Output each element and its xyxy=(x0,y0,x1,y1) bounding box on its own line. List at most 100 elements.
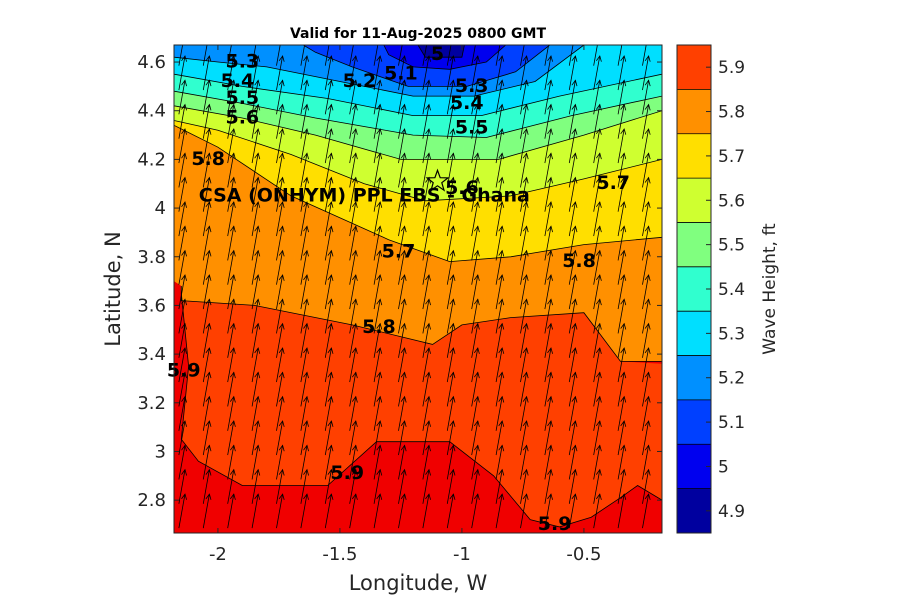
wave-arrow xyxy=(520,347,529,383)
wave-arrow xyxy=(544,371,553,407)
wave-arrow xyxy=(642,249,651,285)
wave-arrow xyxy=(617,55,627,91)
wave-arrow xyxy=(373,152,383,188)
wave-arrow xyxy=(202,274,212,310)
wave-arrow xyxy=(300,493,309,529)
wave-arrow xyxy=(544,444,553,480)
wave-arrow xyxy=(300,420,309,456)
wave-arrow xyxy=(520,420,529,456)
y-tick-label: 3.6 xyxy=(137,295,166,316)
wave-arrow xyxy=(568,395,578,431)
wave-arrow xyxy=(446,493,456,529)
wave-arrow xyxy=(324,45,330,66)
wave-arrow xyxy=(593,274,602,310)
wave-arrow xyxy=(544,45,549,66)
wave-arrow xyxy=(495,347,505,383)
colorbar-tick-label: 5.8 xyxy=(718,103,745,123)
wave-arrow xyxy=(276,176,285,212)
wave-arrow xyxy=(617,79,627,115)
wave-arrow xyxy=(446,322,456,358)
wave-arrow xyxy=(276,420,285,456)
plot-area xyxy=(174,45,662,533)
contour-label: 5.7 xyxy=(382,240,416,262)
wave-arrow xyxy=(227,395,236,431)
wave-arrow xyxy=(520,274,529,310)
wave-arrow xyxy=(471,176,480,212)
wave-arrow xyxy=(544,395,553,431)
colorbar-tick-label: 5 xyxy=(718,457,729,477)
wave-arrow xyxy=(642,201,651,237)
wave-arrow xyxy=(520,371,529,407)
wave-arrow xyxy=(251,347,261,383)
wave-arrow xyxy=(300,152,309,188)
contour-label: 5.9 xyxy=(538,513,572,535)
wave-arrow xyxy=(300,347,309,383)
wave-arrow xyxy=(446,274,456,310)
wave-arrow xyxy=(446,152,456,188)
wave-arrow xyxy=(373,225,383,261)
y-tick-label: 3 xyxy=(155,441,166,462)
wave-arrow xyxy=(471,152,480,188)
wave-arrow xyxy=(373,371,383,407)
wave-arrow xyxy=(642,225,651,261)
wave-arrow xyxy=(495,322,505,358)
x-tick-label: -2 xyxy=(209,544,227,565)
wave-arrow xyxy=(520,176,529,212)
wave-arrow xyxy=(324,79,334,115)
wave-arrow xyxy=(324,274,334,310)
wave-arrow xyxy=(495,201,505,237)
wave-arrow xyxy=(568,249,578,285)
wave-arrow xyxy=(495,274,505,310)
wave-arrow xyxy=(422,225,431,261)
y-tick-label: 2.8 xyxy=(137,490,166,511)
wave-arrow xyxy=(520,225,529,261)
wave-arrow xyxy=(300,55,309,91)
colorbar-tick-label: 5.1 xyxy=(718,413,745,433)
wave-arrow xyxy=(471,103,480,139)
y-tick-label: 4 xyxy=(155,198,166,219)
wave-arrow xyxy=(568,371,578,407)
wave-arrow xyxy=(617,225,627,261)
wave-arrow xyxy=(593,322,602,358)
wave-arrow xyxy=(251,176,261,212)
wave-arrow xyxy=(251,444,261,480)
wave-arrow xyxy=(593,79,602,115)
wave-arrow xyxy=(373,444,383,480)
colorbar-swatch xyxy=(677,133,711,179)
wave-arrow xyxy=(276,45,281,66)
wave-arrow xyxy=(276,225,285,261)
wave-arrow xyxy=(446,347,456,383)
wave-arrow xyxy=(227,322,236,358)
wave-arrow xyxy=(227,103,236,139)
contour-labels: 55.15.25.35.35.45.45.55.55.65.6 5.75.75.8… xyxy=(167,43,630,535)
wave-arrow xyxy=(251,249,261,285)
wave-arrow xyxy=(642,493,651,529)
contour-label: 5.3 xyxy=(455,75,489,97)
wave-arrow xyxy=(593,176,602,212)
wave-arrow xyxy=(349,371,358,407)
colorbar-tick-label: 5.6 xyxy=(718,191,745,211)
wave-arrow xyxy=(202,444,212,480)
wave-arrow xyxy=(178,152,187,188)
wave-arrow xyxy=(251,79,261,115)
wave-arrow xyxy=(495,103,505,139)
wave-arrow xyxy=(544,152,553,188)
wave-arrow xyxy=(276,249,285,285)
wave-arrow xyxy=(520,45,525,66)
wave-arrow xyxy=(349,45,354,66)
wave-arrow xyxy=(373,322,383,358)
wave-arrow xyxy=(446,176,456,212)
wave-arrow xyxy=(202,420,212,456)
wave-arrow xyxy=(324,55,334,91)
wave-arrow xyxy=(593,347,602,383)
wave-arrow xyxy=(324,493,334,529)
wave-arrow xyxy=(373,55,383,91)
wave-arrow xyxy=(398,103,407,139)
wave-arrow xyxy=(617,395,627,431)
wave-arrow xyxy=(373,347,383,383)
wave-arrow xyxy=(617,128,627,164)
wave-arrow xyxy=(593,152,602,188)
wave-arrow xyxy=(520,468,529,504)
wave-arrow xyxy=(178,128,187,164)
contour-line xyxy=(174,105,662,160)
